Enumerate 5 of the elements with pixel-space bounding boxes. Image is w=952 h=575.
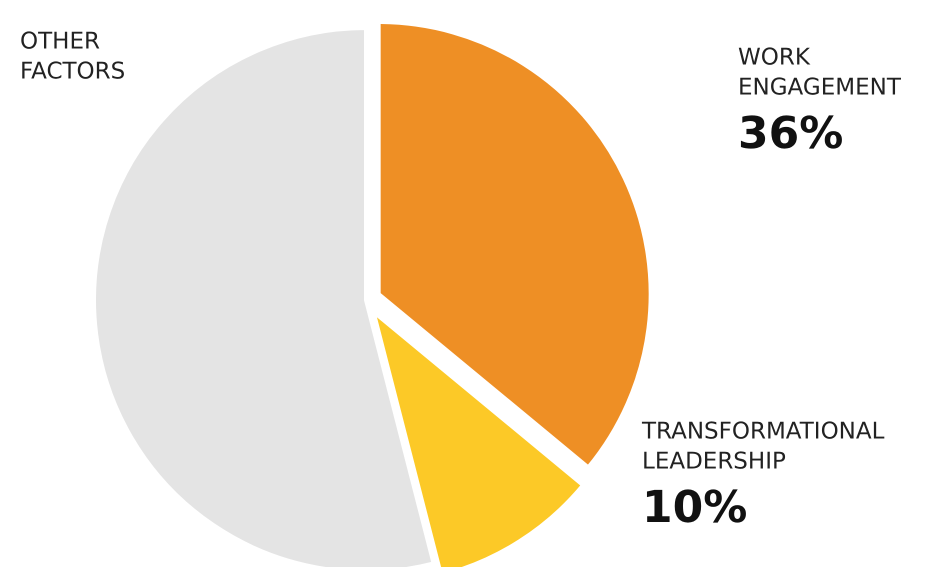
slice-label: WORK ENGAGEMENT: [738, 44, 902, 100]
data-label: 36%: [738, 108, 844, 159]
slice-label: OTHER FACTORS: [20, 28, 126, 84]
data-label: 10%: [642, 482, 748, 533]
slice-label: TRANSFORMATIONAL LEADERSHIP: [641, 418, 885, 474]
